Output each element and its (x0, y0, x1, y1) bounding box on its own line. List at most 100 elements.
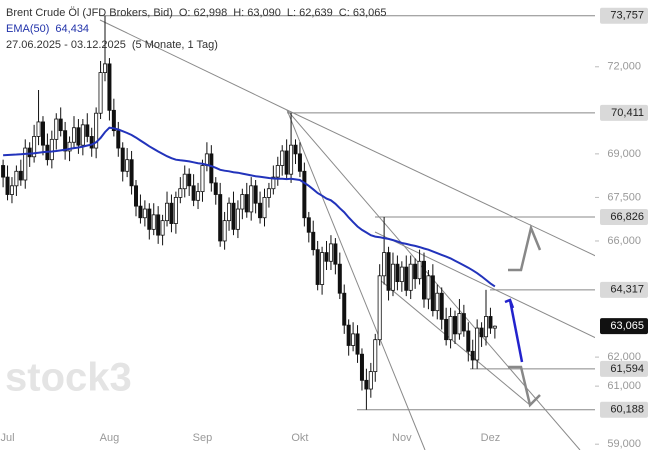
y-tick-label: 69,000 (607, 148, 641, 160)
candle-body (359, 353, 364, 381)
candle-body (333, 243, 338, 265)
candle-body (218, 194, 223, 242)
candle-body (32, 136, 37, 158)
candle-body (271, 176, 276, 190)
candle-body (156, 214, 161, 236)
ema-value: 64,434 (55, 23, 90, 35)
candle-body (120, 147, 125, 172)
ohlc-high: H: 63,090 (233, 7, 281, 19)
candle-body (138, 205, 143, 219)
candle-body (71, 127, 76, 143)
candle-body (426, 275, 431, 300)
candle-body (355, 333, 360, 355)
x-tick-label: Aug (100, 432, 120, 444)
candle-body (18, 170, 23, 181)
candle-body (54, 118, 59, 140)
candle-body (302, 170, 307, 219)
candle-body (297, 153, 302, 172)
candle-body (342, 292, 347, 326)
candle-body (421, 260, 426, 300)
candle-body (413, 263, 418, 280)
candle-body (479, 327, 484, 338)
candle-body (213, 182, 218, 195)
candle-body (346, 324, 351, 346)
candle-body (98, 72, 103, 114)
y-tick-label: 59,000 (607, 438, 641, 450)
candle-body (382, 252, 387, 277)
candle-body (457, 313, 462, 335)
candle-body (196, 191, 201, 201)
candle-body (200, 165, 205, 193)
candle-body (417, 260, 422, 280)
candle-body (49, 138, 54, 161)
candle-body (231, 202, 236, 230)
candle-body (466, 330, 471, 352)
candle-body (284, 150, 289, 175)
candle-body (191, 185, 196, 201)
candle-body (134, 185, 139, 207)
candle-body (258, 202, 263, 219)
candle-body (386, 252, 391, 291)
candle-body (14, 170, 19, 187)
candle-body (40, 121, 45, 146)
candle-body (448, 316, 453, 341)
candle-body (244, 194, 249, 213)
candle-body (377, 275, 382, 341)
level-label: 66,826 (610, 211, 644, 223)
ohlc-open: O: 62,998 (178, 7, 228, 19)
candle-body (266, 188, 271, 198)
candle-body (178, 188, 183, 198)
ohlc-close: C: 63,065 (338, 7, 387, 19)
ema-name: EMA(50) (6, 23, 50, 35)
x-tick-label: Nov (392, 432, 412, 444)
period-span: (5 Monate, 1 Tag) (131, 39, 218, 51)
candle-body (306, 217, 311, 233)
candle-body (67, 141, 72, 152)
last-price-label: 63,065 (610, 320, 644, 332)
candle-body (320, 252, 325, 285)
candle-body (337, 263, 342, 294)
level-badge (600, 360, 648, 377)
candle-body (249, 185, 254, 213)
candle-body (165, 202, 170, 222)
x-tick-label: Okt (291, 432, 308, 444)
level-badge (600, 208, 648, 225)
candle-body (275, 165, 280, 178)
candle-body (328, 243, 333, 262)
x-tick-label: Sep (193, 432, 213, 444)
candle-body (129, 159, 134, 187)
candle-body (227, 202, 232, 222)
y-tick-label: 72,000 (607, 61, 641, 73)
period: 27.06.2025 - 03.12.2025 (6, 39, 126, 51)
candle-body (470, 350, 475, 361)
candle-body (280, 150, 285, 166)
candle-body (89, 136, 94, 149)
candle-body (80, 124, 85, 146)
candle-body (253, 185, 258, 204)
candle-body (36, 121, 41, 137)
ema-line (3, 126, 496, 288)
candle-body (111, 109, 116, 132)
candle-body (23, 147, 28, 181)
candle-body (103, 63, 108, 73)
candle-body (461, 313, 466, 332)
candle-body (5, 176, 10, 195)
legend: Brent Crude Öl (JFD Brokers, Bid) O: 62,9… (6, 5, 392, 53)
x-tick-label: Jul (1, 432, 15, 444)
candle-body (262, 197, 267, 219)
candle-body (240, 194, 245, 210)
candle-body (404, 266, 409, 291)
candle-body (484, 316, 489, 338)
candle-body (116, 130, 121, 149)
y-tick-label: 67,500 (607, 191, 641, 203)
candle-body (373, 339, 378, 373)
ohlc-low: L: 62,639 (286, 7, 333, 19)
level-label: 70,411 (611, 107, 644, 119)
candle-body (94, 112, 99, 149)
candle-body (452, 316, 457, 335)
candle-body (160, 220, 165, 236)
candle-body (173, 197, 178, 224)
candle-body (147, 208, 152, 230)
level-badge (600, 401, 648, 418)
